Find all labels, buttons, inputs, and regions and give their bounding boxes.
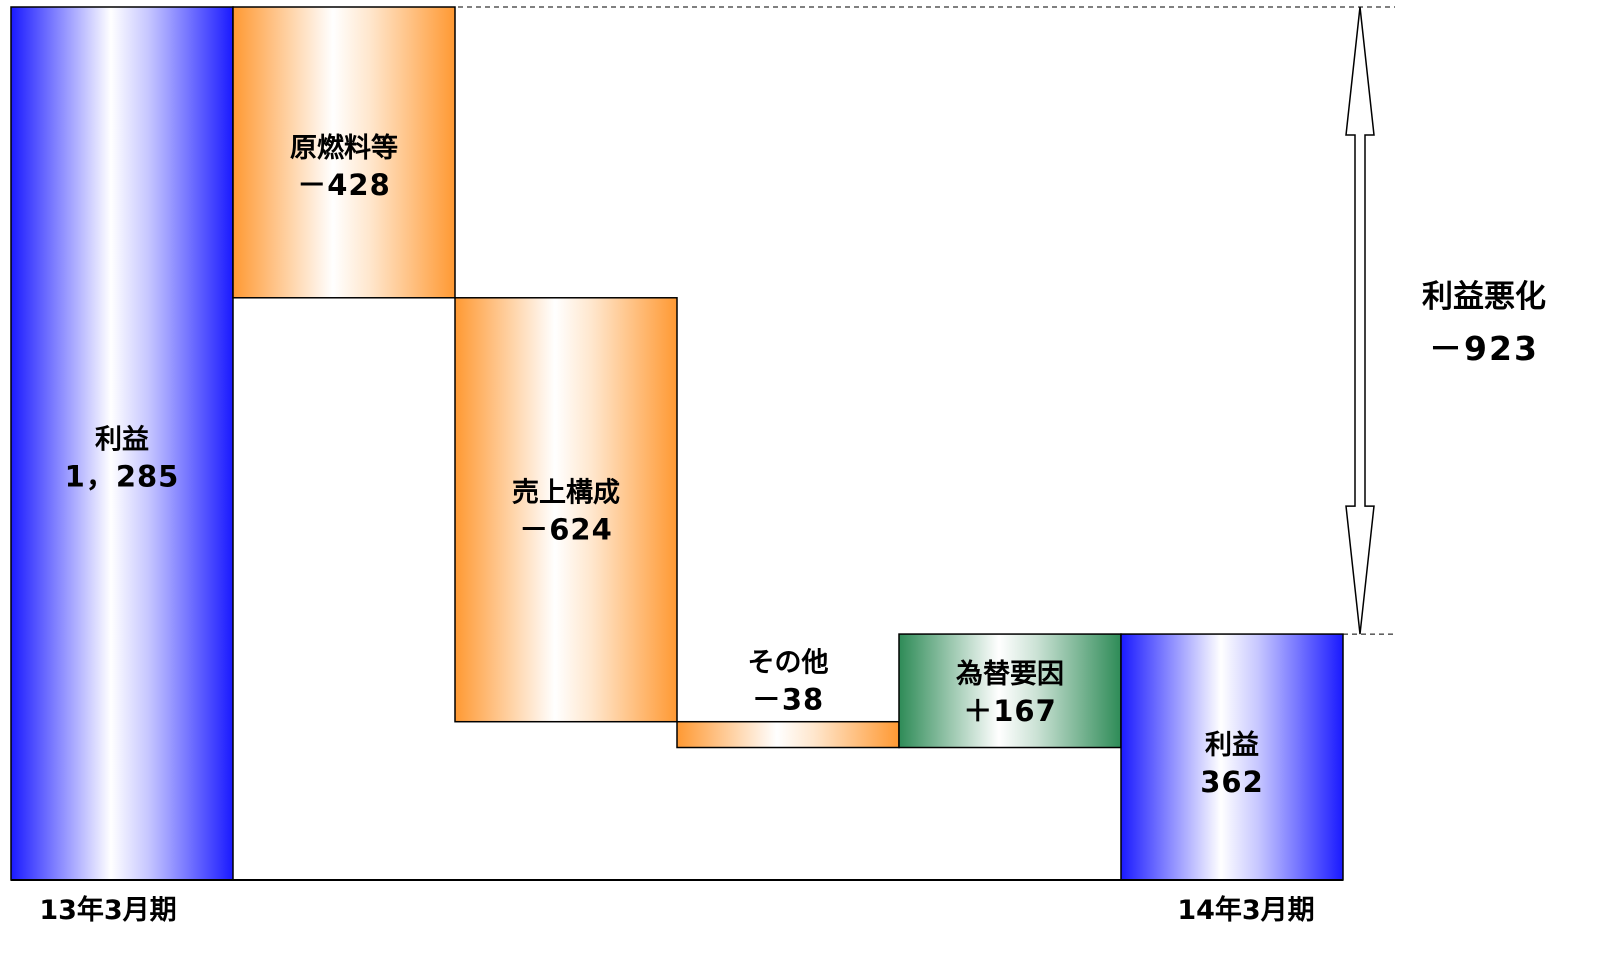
- bar-value-label-3: －38: [752, 683, 824, 717]
- bar-value-label-0: 1，285: [65, 460, 180, 494]
- category-label-end: 14年3月期: [1177, 894, 1314, 926]
- category-label-start: 13年3月期: [39, 894, 176, 926]
- change-value-label: －923: [1429, 329, 1539, 368]
- bar-name-label-2: 売上構成: [512, 478, 620, 509]
- bar-value-label-4: ＋167: [963, 694, 1057, 728]
- bar-name-label-0: 利益: [95, 425, 149, 456]
- bar-name-label-3: その他: [748, 648, 829, 679]
- bar-value-label-5: 362: [1200, 765, 1264, 799]
- delta-bar-4: [899, 634, 1121, 747]
- double-arrow-icon: [1346, 7, 1374, 634]
- bar-value-label-2: －624: [519, 513, 613, 547]
- change-label: 利益悪化: [1422, 279, 1546, 315]
- bars-layer: [11, 7, 1343, 880]
- bar-name-label-5: 利益: [1205, 730, 1259, 761]
- bar-name-label-1: 原燃料等: [290, 132, 398, 164]
- bar-name-label-4: 為替要因: [956, 658, 1064, 690]
- bar-value-label-1: －428: [297, 168, 391, 202]
- delta-bar-2: [455, 298, 677, 722]
- delta-bar-3: [677, 722, 899, 748]
